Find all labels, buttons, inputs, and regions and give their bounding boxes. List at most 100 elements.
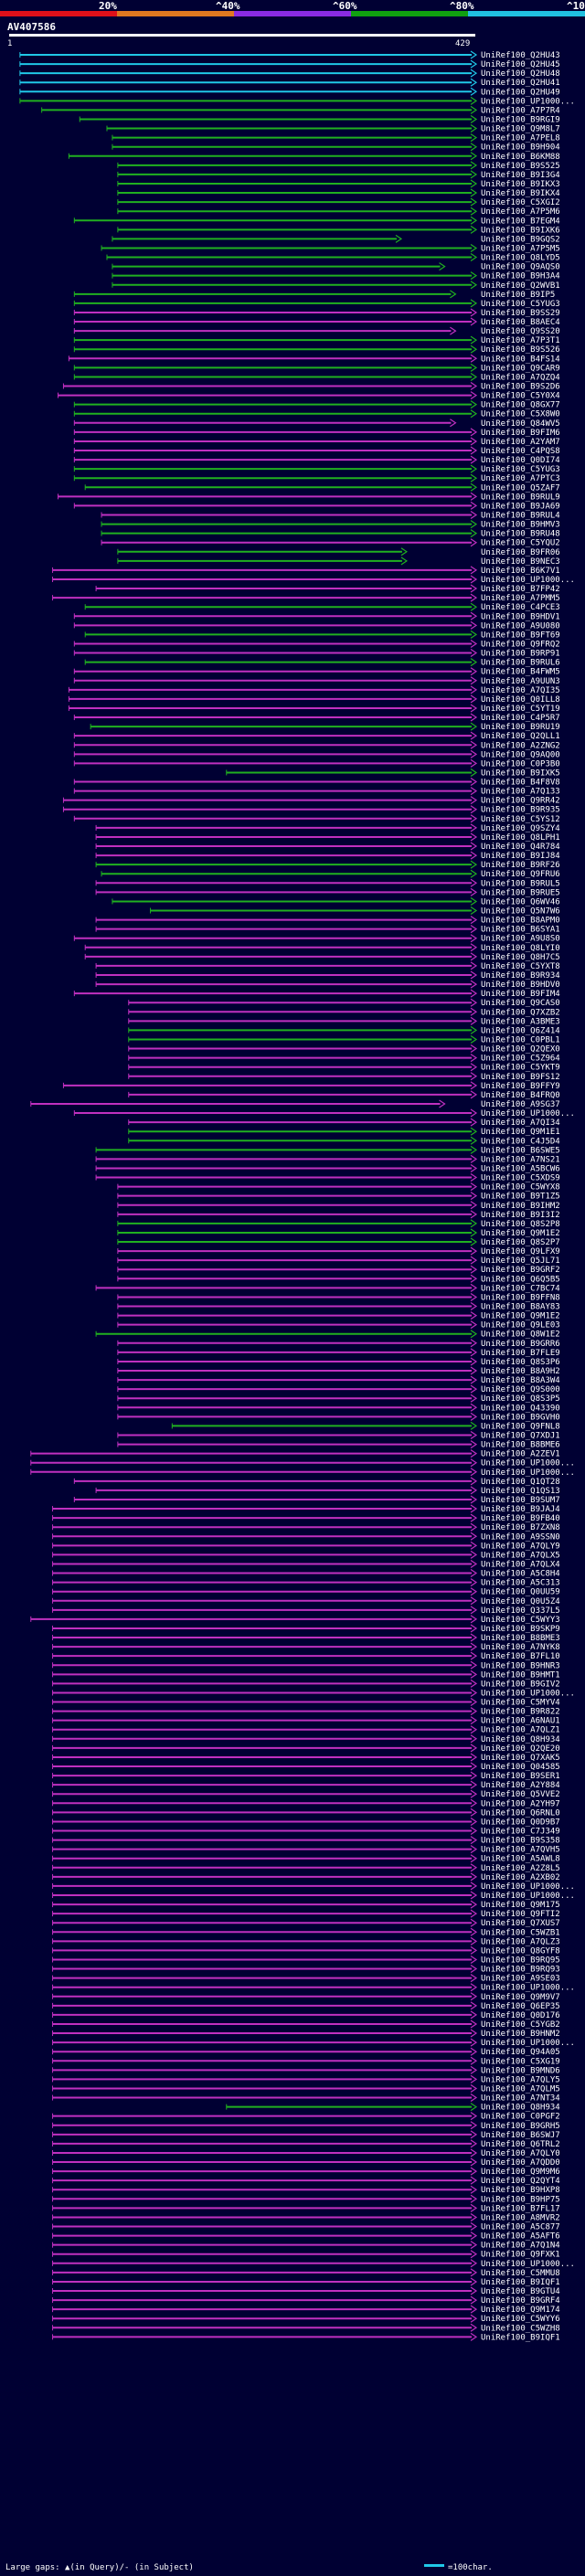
hit-label[interactable]: UniRef100_Q8GX77 <box>481 401 560 410</box>
hit-label[interactable]: UniRef100_B4FRQ0 <box>481 1091 560 1100</box>
hit-label[interactable]: UniRef100_Q6EP35 <box>481 2002 560 2011</box>
hit-label[interactable]: UniRef100_Q337L5 <box>481 1606 560 1616</box>
hit-label[interactable]: UniRef100_Q9LE03 <box>481 1321 560 1330</box>
hit-label[interactable]: UniRef100_Q6RNL0 <box>481 1808 560 1818</box>
hit-label[interactable]: UniRef100_UP1000... <box>481 576 575 585</box>
hit-label[interactable]: UniRef100_B9R935 <box>481 806 560 815</box>
hit-label[interactable]: UniRef100_Q7XDJ1 <box>481 1432 560 1441</box>
hit-label[interactable]: UniRef100_C5XDS9 <box>481 1174 560 1183</box>
hit-label[interactable]: UniRef100_B9SER1 <box>481 1772 560 1781</box>
hit-label[interactable]: UniRef100_C5WZH8 <box>481 2324 560 2333</box>
hit-label[interactable]: UniRef100_Q2QEX0 <box>481 1045 560 1055</box>
hit-label[interactable]: UniRef100_B9FT69 <box>481 631 560 640</box>
hit-label[interactable]: UniRef100_Q9M9V7 <box>481 1993 560 2002</box>
hit-label[interactable]: UniRef100_C5YUG3 <box>481 300 560 309</box>
hit-label[interactable]: UniRef100_B9R822 <box>481 1708 560 1717</box>
hit-label[interactable]: UniRef100_B9FS12 <box>481 1073 560 1082</box>
hit-label[interactable]: UniRef100_C5MYV4 <box>481 1699 560 1708</box>
hit-label[interactable]: UniRef100_B9RU19 <box>481 723 560 732</box>
hit-label[interactable]: UniRef100_B8A3W4 <box>481 1376 560 1385</box>
hit-label[interactable]: UniRef100_Q2HU45 <box>481 60 560 69</box>
hit-label[interactable]: UniRef100_C4J5D4 <box>481 1137 560 1146</box>
hit-label[interactable]: UniRef100_Q7XAK5 <box>481 1754 560 1763</box>
hit-label[interactable]: UniRef100_B7FL17 <box>481 2204 560 2213</box>
hit-label[interactable]: UniRef100_A5AFT6 <box>481 2232 560 2242</box>
hit-label[interactable]: UniRef100_B9IP5 <box>481 291 555 300</box>
hit-label[interactable]: UniRef100_UP1000... <box>481 1892 575 1901</box>
hit-label[interactable]: UniRef100_C0P3B0 <box>481 759 560 769</box>
hit-label[interactable]: UniRef100_A2Z8L5 <box>481 1864 560 1873</box>
hit-label[interactable]: UniRef100_A2ZEV1 <box>481 1450 560 1459</box>
hit-label[interactable]: UniRef100_C5XG19 <box>481 2057 560 2066</box>
hit-label[interactable]: UniRef100_B9GRH5 <box>481 2122 560 2131</box>
hit-label[interactable]: UniRef100_Q9M1E2 <box>481 1229 560 1238</box>
hit-label[interactable]: UniRef100_Q2QYT4 <box>481 2177 560 2186</box>
hit-label[interactable]: UniRef100_Q8LPH1 <box>481 833 560 843</box>
hit-label[interactable]: UniRef100_Q9FXK1 <box>481 2251 560 2260</box>
hit-label[interactable]: UniRef100_Q2HU49 <box>481 88 560 97</box>
hit-label[interactable]: UniRef100_Q8H934 <box>481 1735 560 1744</box>
hit-label[interactable]: UniRef100_B9GIV2 <box>481 1680 560 1689</box>
hit-label[interactable]: UniRef100_B6KM88 <box>481 153 560 162</box>
hit-label[interactable]: UniRef100_Q04585 <box>481 1763 560 1772</box>
hit-label[interactable]: UniRef100_Q9AQS0 <box>481 263 560 272</box>
hit-label[interactable]: UniRef100_Q9FTI2 <box>481 1910 560 1919</box>
hit-label[interactable]: UniRef100_C4PQS8 <box>481 447 560 456</box>
hit-label[interactable]: UniRef100_B9I3I2 <box>481 1211 560 1220</box>
hit-label[interactable]: UniRef100_B9FFN8 <box>481 1293 560 1302</box>
hit-label[interactable]: UniRef100_Q9M174 <box>481 2306 560 2315</box>
hit-label[interactable]: UniRef100_Q84WV5 <box>481 419 560 429</box>
hit-label[interactable]: UniRef100_B9GRF4 <box>481 2296 560 2306</box>
hit-label[interactable]: UniRef100_B9SUM7 <box>481 1496 560 1505</box>
hit-label[interactable]: UniRef100_C5WYX8 <box>481 1183 560 1193</box>
hit-label[interactable]: UniRef100_Q9SS20 <box>481 327 560 336</box>
hit-label[interactable]: UniRef100_A7PMM5 <box>481 594 560 603</box>
hit-label[interactable]: UniRef100_A7QLZ3 <box>481 1937 560 1946</box>
hit-label[interactable]: UniRef100_Q8W1E2 <box>481 1330 560 1340</box>
hit-label[interactable]: UniRef100_Q4R784 <box>481 843 560 852</box>
hit-label[interactable]: UniRef100_B9FB40 <box>481 1514 560 1523</box>
hit-label[interactable]: UniRef100_A7QLX5 <box>481 1551 560 1560</box>
hit-label[interactable]: UniRef100_B9FIM4 <box>481 990 560 999</box>
hit-label[interactable]: UniRef100_B9SKP9 <box>481 1625 560 1634</box>
hit-label[interactable]: UniRef100_UP1000... <box>481 1689 575 1698</box>
hit-label[interactable]: UniRef100_B9GRF2 <box>481 1266 560 1275</box>
hit-label[interactable]: UniRef100_B9GVH0 <box>481 1413 560 1422</box>
hit-label[interactable]: UniRef100_A2YH97 <box>481 1799 560 1808</box>
hit-label[interactable]: UniRef100_C4PCE3 <box>481 603 560 612</box>
hit-label[interactable]: UniRef100_B9S526 <box>481 345 560 355</box>
hit-label[interactable]: UniRef100_B9RF26 <box>481 861 560 870</box>
hit-label[interactable]: UniRef100_B9RU48 <box>481 530 560 539</box>
hit-label[interactable]: UniRef100_B8APM0 <box>481 917 560 926</box>
hit-label[interactable]: UniRef100_Q0U5Z4 <box>481 1597 560 1606</box>
hit-label[interactable]: UniRef100_B4FS14 <box>481 355 560 364</box>
hit-label[interactable]: UniRef100_Q8LYD5 <box>481 254 560 263</box>
hit-label[interactable]: UniRef100_A2ZNG2 <box>481 741 560 750</box>
hit-label[interactable]: UniRef100_A7P3T1 <box>481 336 560 345</box>
hit-label[interactable]: UniRef100_Q2QE20 <box>481 1744 560 1754</box>
hit-label[interactable]: UniRef100_Q7XZB2 <box>481 1008 560 1017</box>
hit-label[interactable]: UniRef100_A7QLX4 <box>481 1560 560 1569</box>
hit-label[interactable]: UniRef100_B4FWM5 <box>481 668 560 677</box>
hit-label[interactable]: UniRef100_B9S2D6 <box>481 383 560 392</box>
hit-label[interactable]: UniRef100_A7QI35 <box>481 686 560 695</box>
hit-label[interactable]: UniRef100_UP1000... <box>481 1882 575 1892</box>
hit-label[interactable]: UniRef100_B9FFY9 <box>481 1082 560 1091</box>
hit-label[interactable]: UniRef100_B9JAJ4 <box>481 1505 560 1514</box>
hit-label[interactable]: UniRef100_A7QLY0 <box>481 2149 560 2158</box>
hit-label[interactable]: UniRef100_B9IKX3 <box>481 180 560 189</box>
hit-label[interactable]: UniRef100_A7QLY9 <box>481 1542 560 1551</box>
hit-label[interactable]: UniRef100_A7NYK8 <box>481 1643 560 1652</box>
hit-label[interactable]: UniRef100_C5MMU8 <box>481 2269 560 2278</box>
hit-label[interactable]: UniRef100_B9RUL6 <box>481 659 560 668</box>
hit-label[interactable]: UniRef100_Q7XUS7 <box>481 1919 560 1928</box>
hit-label[interactable]: UniRef100_A7P5M6 <box>481 207 560 217</box>
hit-label[interactable]: UniRef100_B9R934 <box>481 971 560 981</box>
hit-label[interactable]: UniRef100_A5C877 <box>481 2223 560 2232</box>
hit-label[interactable]: UniRef100_A5AWL8 <box>481 1855 560 1864</box>
hit-label[interactable]: UniRef100_Q9CAS0 <box>481 999 560 1008</box>
hit-label[interactable]: UniRef100_B6SYA1 <box>481 926 560 935</box>
hit-label[interactable]: UniRef100_Q8S2P7 <box>481 1238 560 1247</box>
hit-label[interactable]: UniRef100_A7PEL8 <box>481 134 560 143</box>
hit-label[interactable]: UniRef100_B9HXP8 <box>481 2186 560 2195</box>
